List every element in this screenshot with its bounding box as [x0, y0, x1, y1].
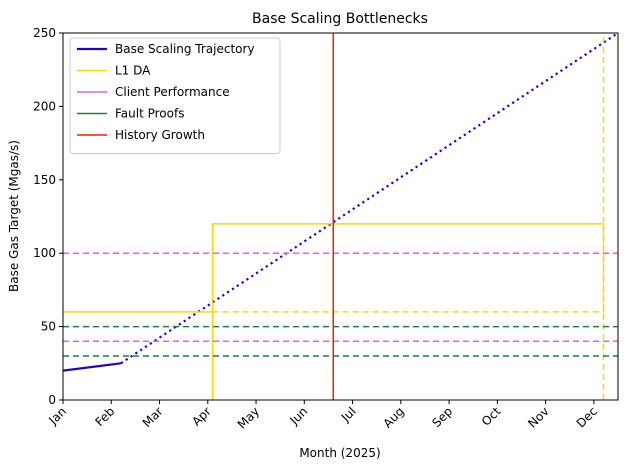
x-axis: Jan Feb Mar Apr May Jun Jul Aug Sep Oct Nov Dec: [45, 400, 600, 432]
legend-label-history-growth: History Growth: [115, 128, 205, 142]
x-tick-label: Oct: [479, 404, 504, 429]
base-scaling-trajectory-line-1: [63, 362, 122, 372]
legend-label-base-scaling-trajectory: Base Scaling Trajectory: [115, 42, 255, 56]
plot-area: [63, 33, 618, 400]
chart-title: Base Scaling Bottlenecks: [252, 11, 428, 27]
x-tick-label: Nov: [525, 404, 551, 430]
legend-label-l1-da: L1 DA: [115, 64, 151, 78]
x-tick-label: May: [235, 404, 262, 431]
x-tick-label: Mar: [140, 404, 166, 430]
y-tick-label: 250: [33, 26, 56, 40]
y-axis: 0 50 100 150 200 250: [33, 26, 63, 407]
y-tick-label: 200: [33, 99, 56, 113]
x-tick-label: Dec: [574, 404, 600, 430]
y-tick-label: 150: [33, 173, 56, 187]
x-tick-label: Apr: [189, 404, 214, 429]
x-axis-label: Month (2025): [299, 446, 380, 460]
base-scaling-trajectory-line-2: [120, 33, 618, 365]
x-tick-label: Jul: [338, 404, 359, 425]
y-tick-label: 50: [41, 320, 56, 334]
l1-da-line-3: [212, 33, 605, 313]
x-tick-label: Feb: [92, 404, 117, 429]
plot-frame: [62, 32, 619, 401]
y-axis-label: Base Gas Target (Mgas/s): [7, 140, 21, 292]
x-tick-label: Aug: [380, 404, 406, 430]
x-tick-label: Sep: [429, 404, 455, 430]
x-tick-label: Jan: [45, 404, 69, 428]
x-tick-label: Jun: [287, 404, 311, 428]
y-tick-label: 0: [48, 393, 56, 407]
legend: Base Scaling Trajectory L1 DA Client Perfo…: [69, 37, 281, 154]
legend-label-client-performance: Client Performance: [115, 85, 230, 99]
y-tick-label: 100: [33, 246, 56, 260]
legend-box: [69, 37, 281, 154]
l1-da-line-1: [63, 223, 604, 313]
legend-label-fault-proofs: Fault Proofs: [115, 107, 184, 121]
